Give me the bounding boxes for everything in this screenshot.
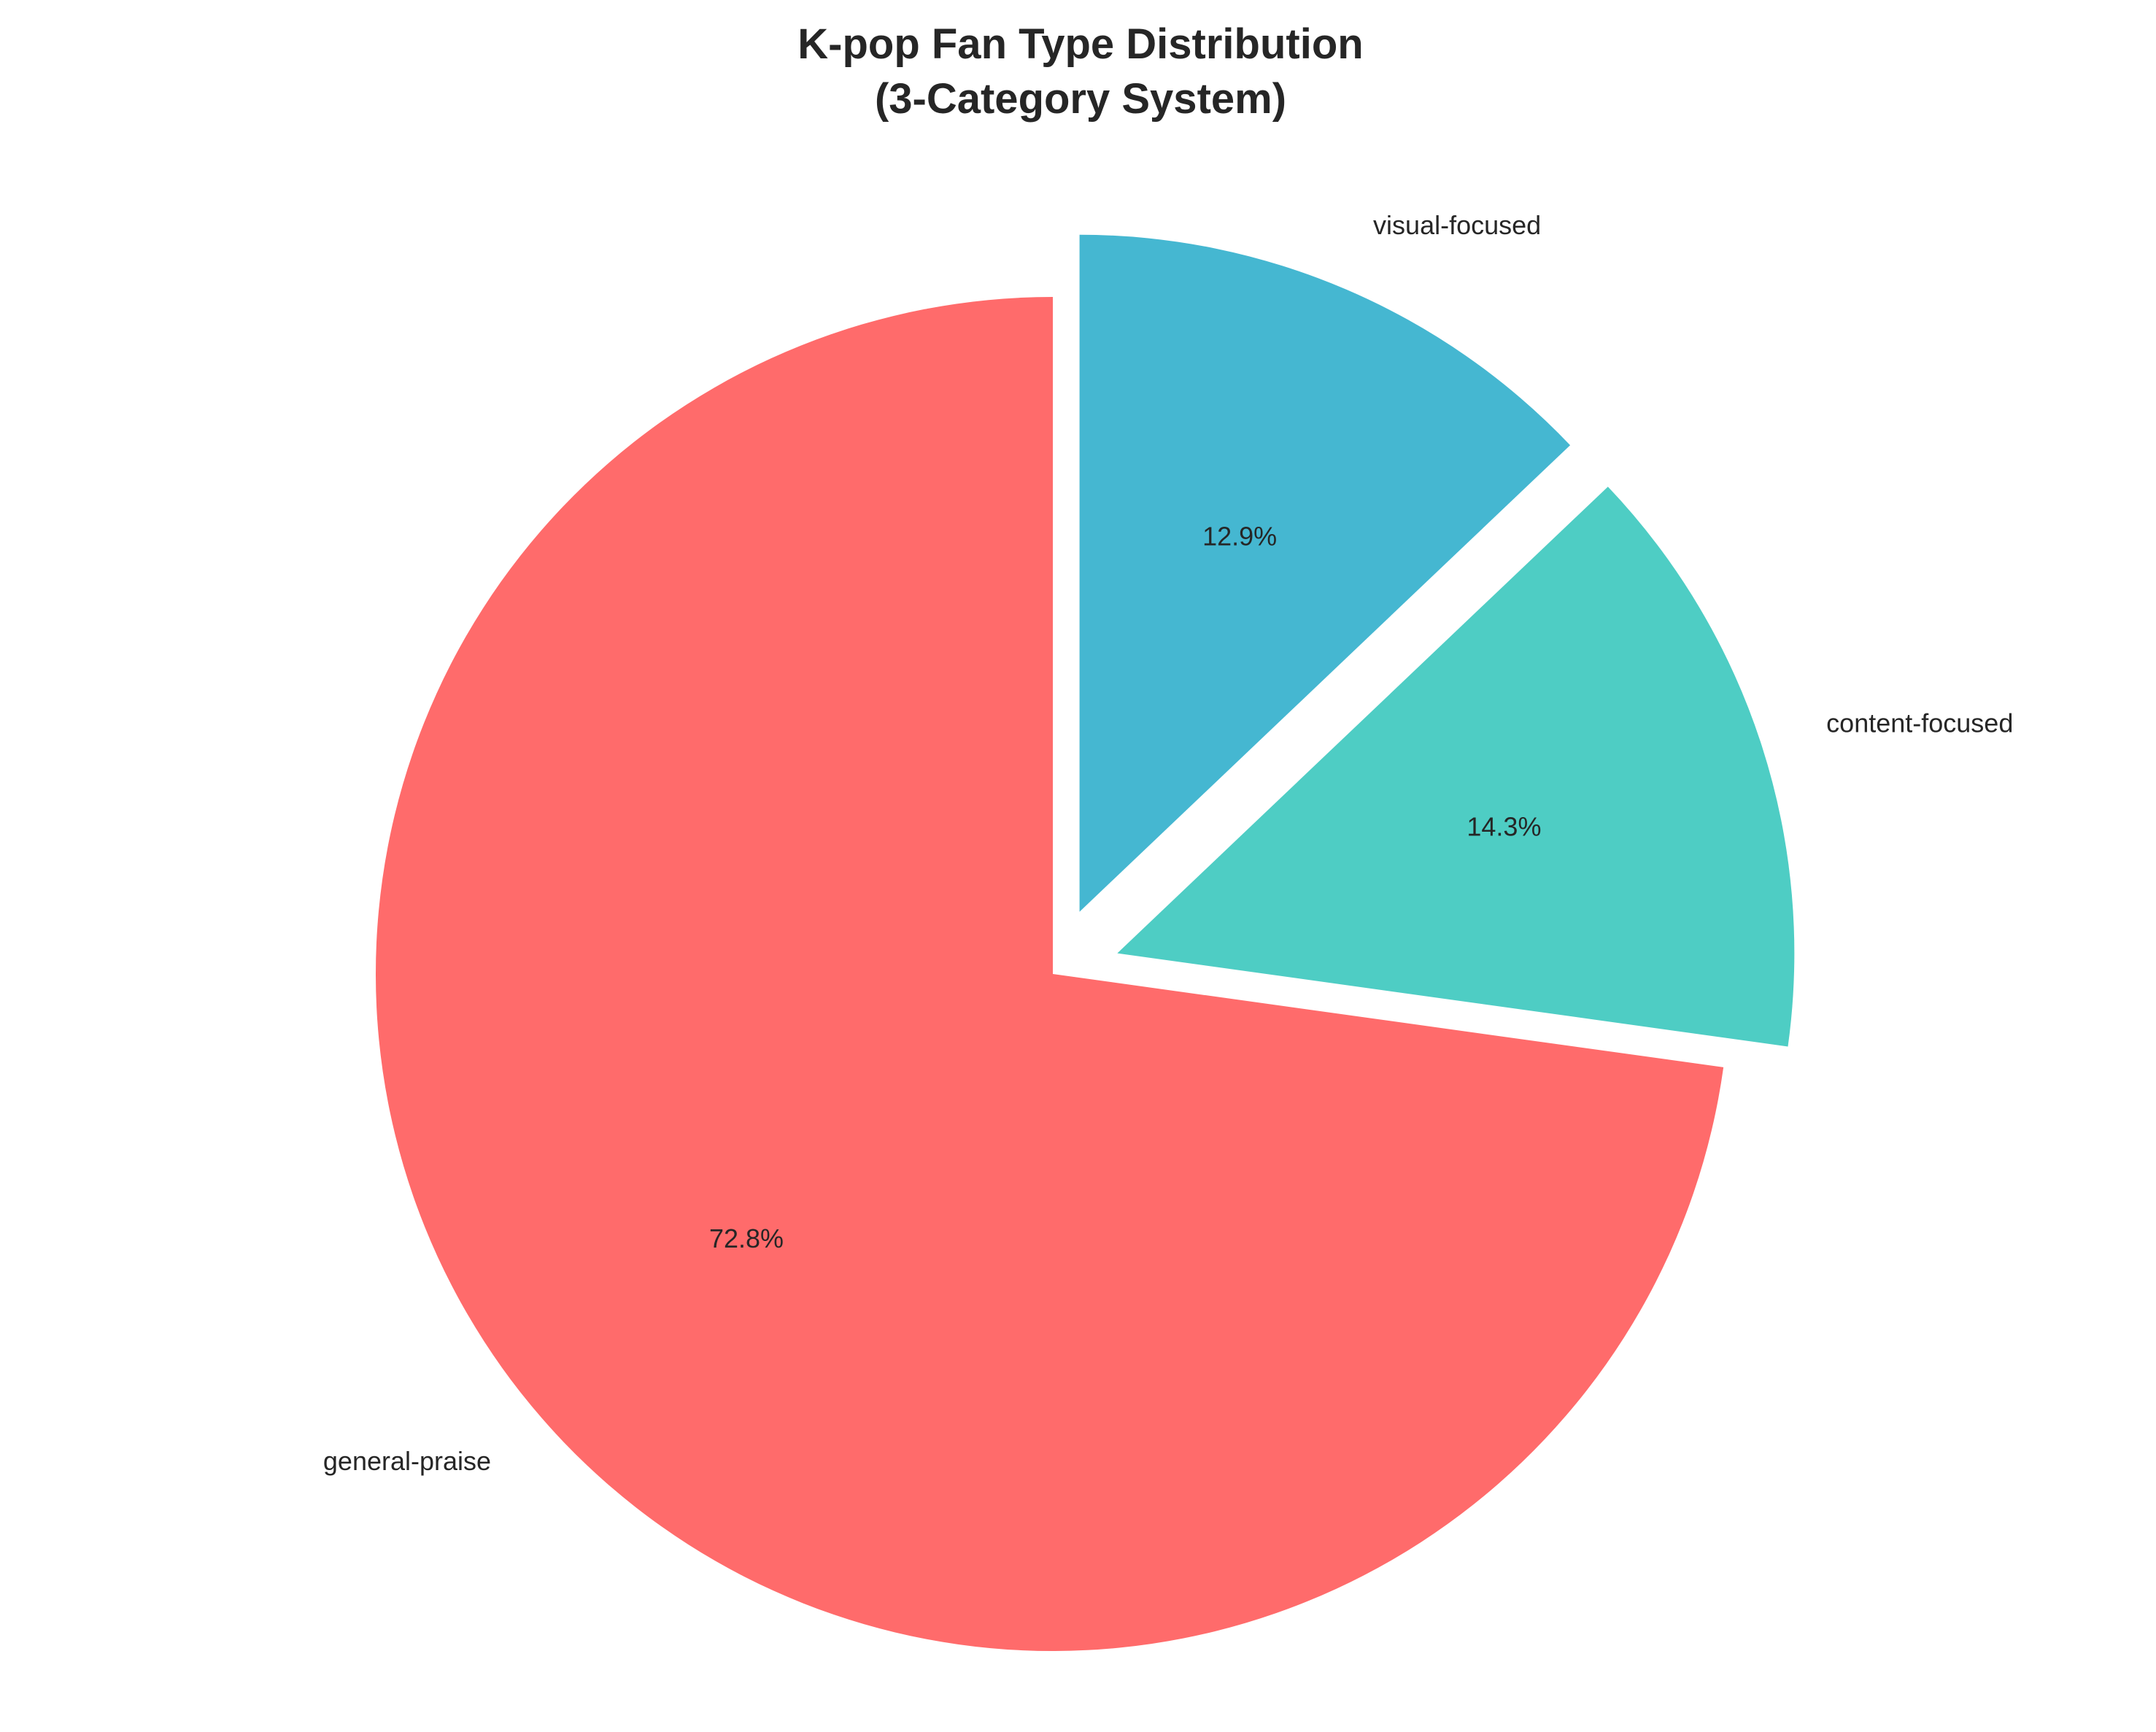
pie-slice-visual-focused (1079, 234, 1571, 912)
pie-slice-content-focused (1117, 487, 1795, 1047)
slice-label-visual-focused: visual-focused (1373, 210, 1541, 240)
chart-title-line-2: (3-Category System) (875, 75, 1286, 123)
pie-slices (375, 234, 1795, 1651)
slice-label-general-praise: general-praise (323, 1446, 491, 1476)
slice-label-content-focused: content-focused (1826, 708, 2013, 738)
chart-title-line-1: K-pop Fan Type Distribution (797, 20, 1363, 68)
pie-slice-general-praise (375, 297, 1724, 1651)
pie-labels: general-praise 72.8% content-focused 14.3% v… (323, 210, 2013, 1476)
slice-percent-content-focused: 14.3% (1467, 812, 1541, 842)
slice-percent-visual-focused: 12.9% (1202, 522, 1277, 552)
slice-percent-general-praise: 72.8% (709, 1223, 784, 1253)
